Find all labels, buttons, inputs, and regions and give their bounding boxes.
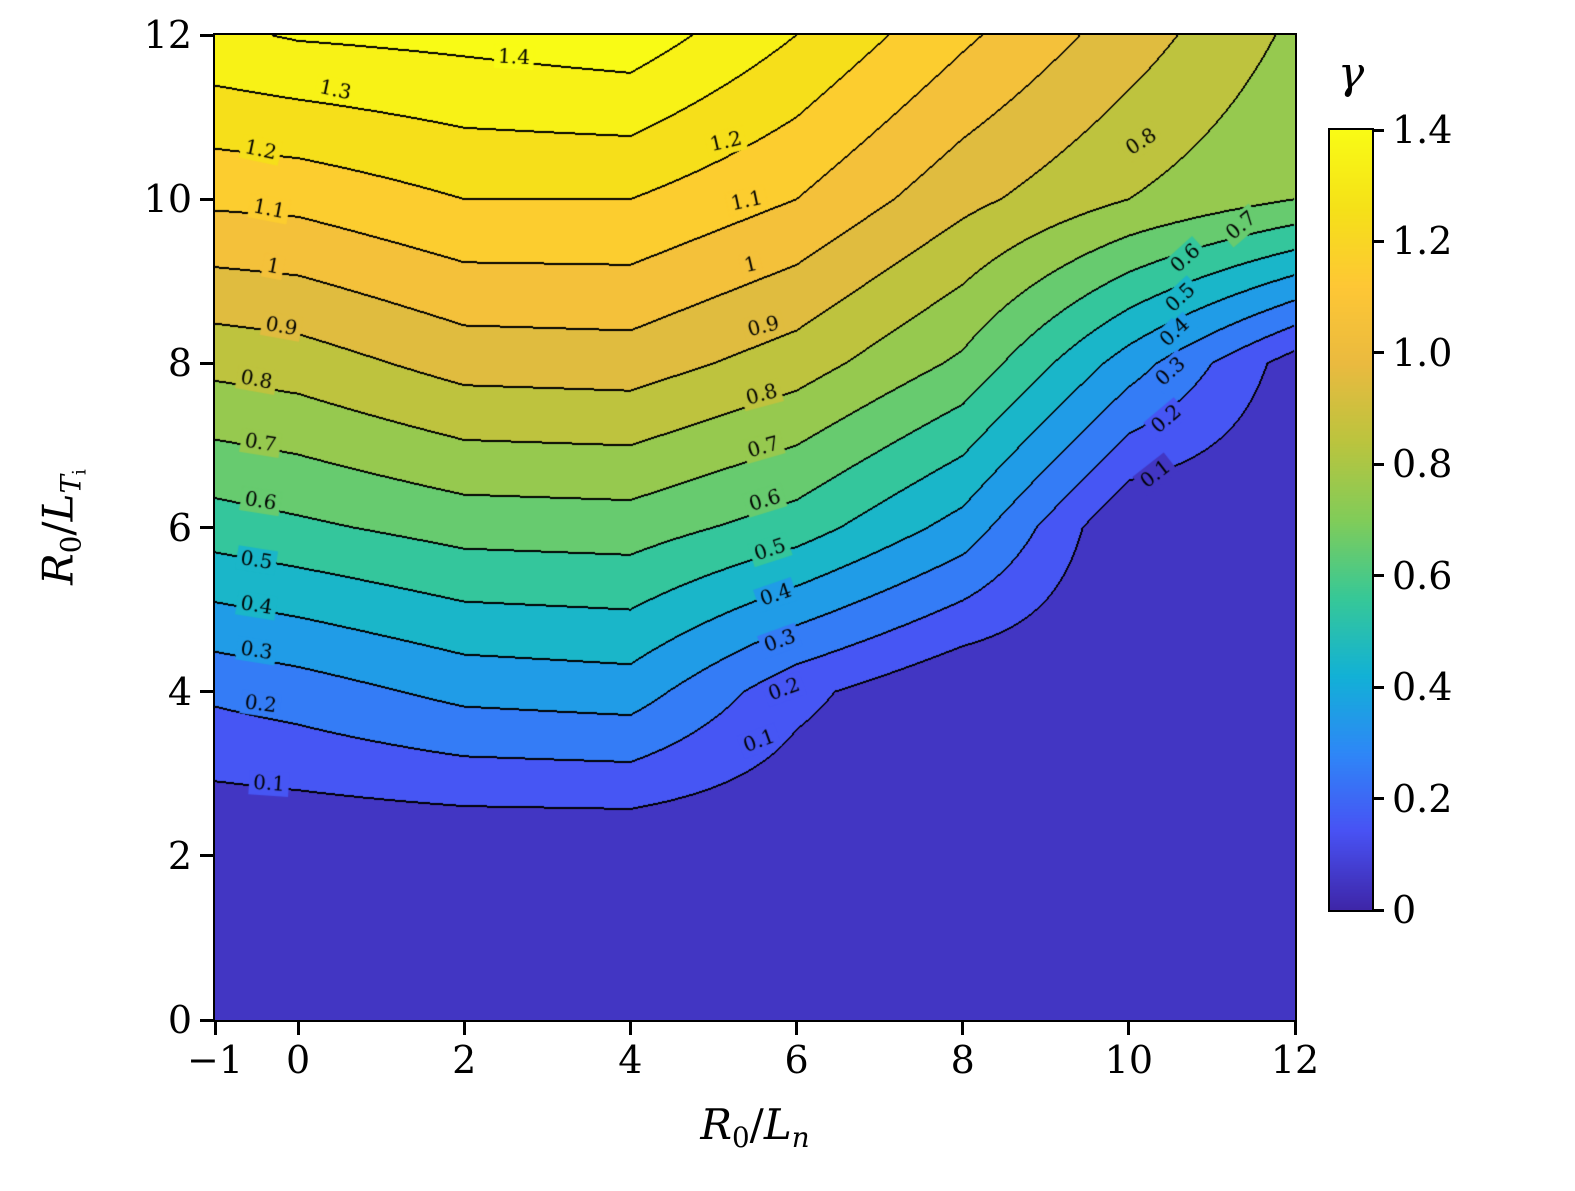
y-axis-tick-label: 2 [167,833,192,878]
colorbar-tick [1374,462,1384,466]
contour-canvas [215,35,1295,1020]
colorbar-tick-label: 0.8 [1392,442,1453,487]
x-axis-tick-label: −1 [186,1038,244,1082]
y-axis-tick-label: 8 [167,341,192,386]
colorbar-tick-label: 0.2 [1392,776,1453,821]
x-axis-label-subscript2: n [791,1120,810,1154]
x-axis-label-symbol2: L [763,1100,792,1149]
y-axis-label-subscript2: Ti [54,469,91,494]
colorbar [1328,128,1374,912]
x-axis-tick [961,1022,965,1035]
x-axis-label-subscript: 0 [732,1120,750,1154]
y-axis-tick [200,690,213,694]
y-axis-tick [200,854,213,858]
colorbar-tick [1374,128,1384,132]
y-axis-tick-label: 0 [167,998,192,1042]
y-axis-tick [200,526,213,529]
x-axis-tick [1127,1022,1131,1035]
colorbar-tick [1374,574,1384,578]
y-axis-tick [200,33,213,37]
x-axis-tick-label: 4 [618,1038,643,1082]
colorbar-tick [1374,908,1384,912]
colorbar-title: γ [1328,48,1374,99]
colorbar-tick-label: 0.6 [1392,553,1453,598]
x-axis-tick-label: 10 [1104,1038,1154,1082]
x-axis-tick [462,1022,466,1035]
y-axis-tick [200,197,213,201]
x-axis-tick-label: 12 [1270,1038,1320,1082]
x-axis-tick [1293,1022,1297,1035]
colorbar-tick-label: 1.2 [1392,219,1453,264]
x-axis-tick [296,1022,300,1035]
colorbar-tick [1374,685,1384,689]
x-axis-tick-label: 2 [452,1038,477,1082]
colorbar-tick-label: 1.0 [1392,330,1453,375]
y-axis-tick-label: 12 [143,13,192,57]
y-axis-tick-label: 6 [167,505,192,550]
colorbar-gradient-canvas [1330,130,1372,910]
x-axis-label-symbol: R [700,1100,733,1149]
contour-plot-area [213,33,1297,1022]
x-axis-tick [628,1022,632,1035]
colorbar-tick-label: 0 [1392,888,1417,932]
colorbar-tick [1374,351,1384,355]
y-axis-tick [200,361,213,365]
x-axis-label-slash: / [749,1100,764,1149]
y-axis-tick-label: 10 [143,177,192,222]
colorbar-tick [1374,797,1384,801]
colorbar-tick [1374,239,1384,243]
y-axis-tick [200,1018,213,1022]
x-axis-tick-label: 0 [285,1038,311,1082]
x-axis-tick [795,1022,799,1035]
y-axis-label-subsubscript: i [69,469,91,476]
x-axis-tick-label: 6 [784,1038,809,1082]
y-axis-label-subscript2-symbol: T [54,475,88,494]
x-axis-tick-label: 8 [950,1038,975,1082]
x-axis-tick [213,1022,217,1035]
colorbar-tick-label: 1.4 [1392,108,1453,152]
gamma-symbol: γ [1337,48,1365,99]
y-axis-label-symbol: R [33,553,83,585]
colorbar-tick-label: 0.4 [1392,665,1453,710]
x-axis-label: R0/Ln [700,1100,809,1151]
y-axis-tick-label: 4 [167,669,192,714]
